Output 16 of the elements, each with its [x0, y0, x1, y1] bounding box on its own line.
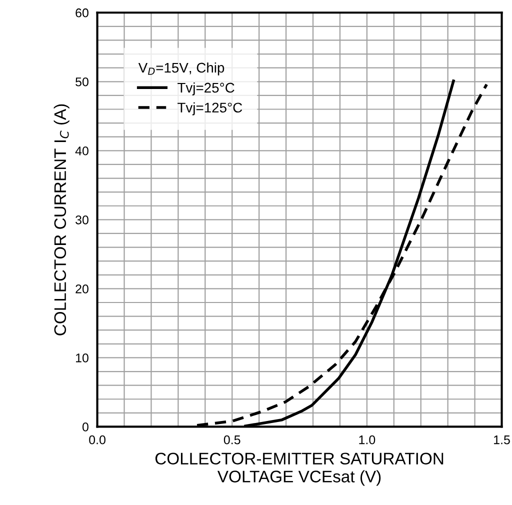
y-axis-title: COLLECTOR CURRENT I$_{C}$ (A) — [54, 104, 70, 336]
y-tick-label: 20 — [76, 284, 88, 294]
x-tick-label: 0.0 — [89, 435, 106, 444]
y-tick-label: 60 — [76, 8, 88, 18]
y-tick-label: 40 — [75, 146, 88, 156]
x-tick-label: 1.5 — [494, 436, 510, 444]
legend-title: V$_{D}$=15V, Chip — [138, 62, 224, 76]
y-tick-label: 0 — [82, 422, 88, 432]
y-tick-label: 50 — [76, 77, 88, 86]
x-axis-title: COLLECTOR-EMITTER SATURATION VOLTAGE VCEsat (V) — [155, 452, 444, 486]
x-tick-label: 1.0 — [359, 435, 376, 444]
legend-label: Tvj=25°C — [178, 82, 234, 96]
y-tick-label: 30 — [76, 215, 88, 224]
x-tick-label: 0.5 — [224, 435, 240, 444]
y-tick-label: 10 — [76, 354, 88, 362]
legend-label: Tvj=125°C — [178, 102, 242, 116]
